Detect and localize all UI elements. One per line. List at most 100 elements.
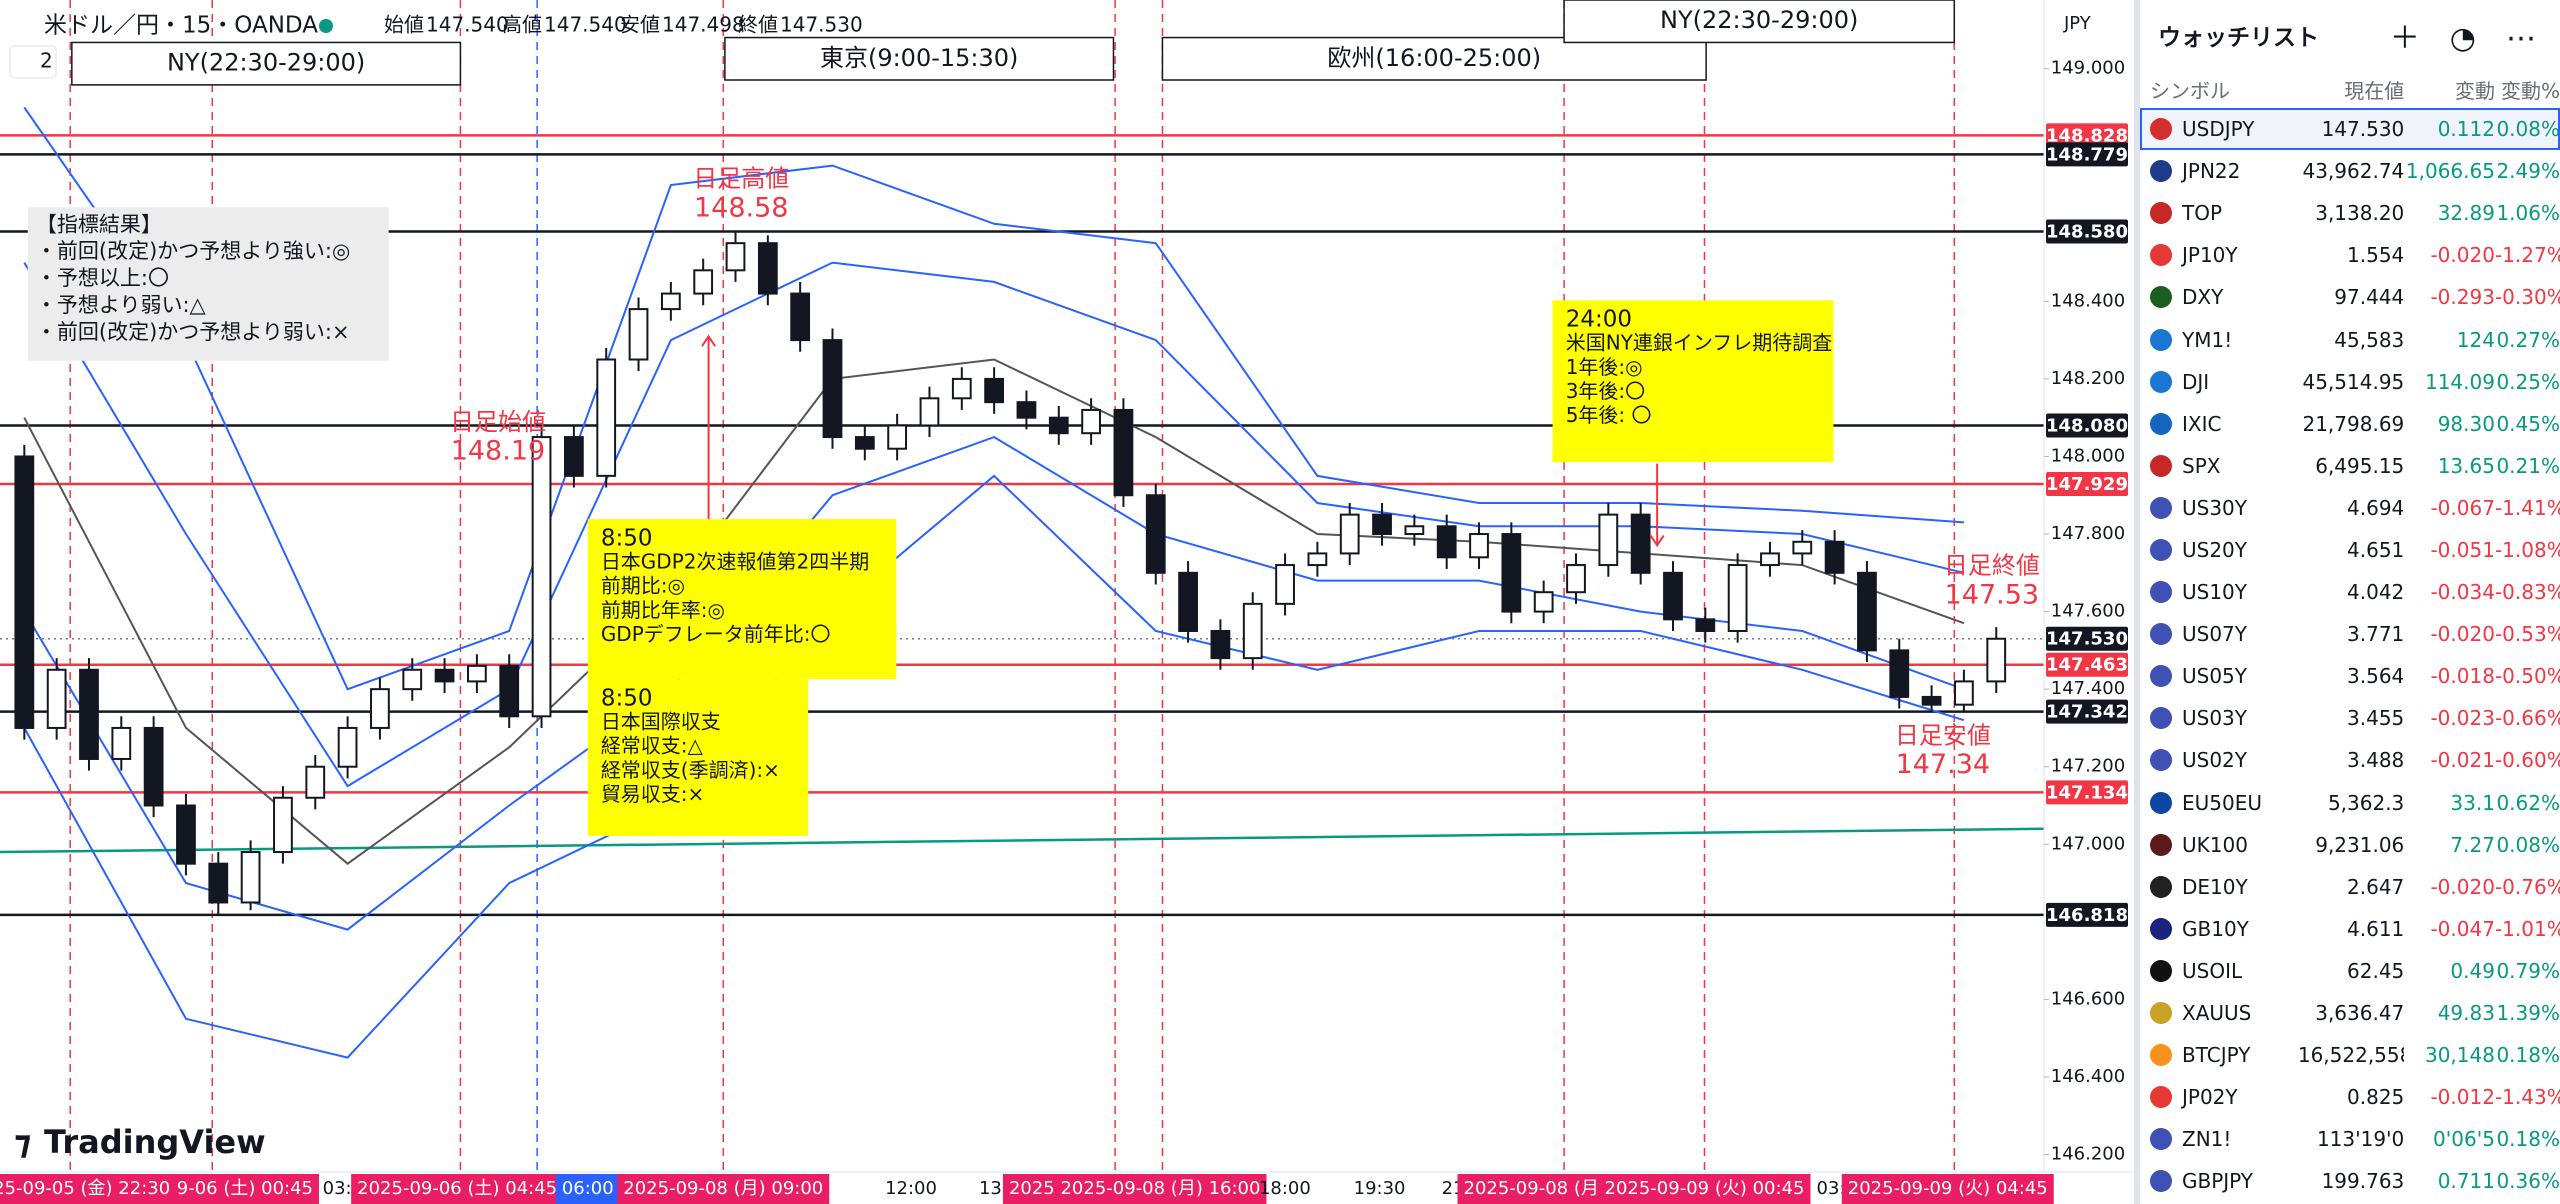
daily-label: 日足始値 — [450, 408, 546, 436]
watchlist-row[interactable]: SPX 6,495.15 13.65 0.21% — [2140, 445, 2560, 487]
watchlist-row[interactable]: UK100 9,231.06 7.27 0.08% — [2140, 824, 2560, 866]
change-percent: 0.18% — [2496, 1127, 2560, 1152]
watchlist-row[interactable]: GB10Y 4.611 -0.047 -1.01% — [2140, 908, 2560, 950]
symbol-icon — [2150, 286, 2172, 309]
note-text: 8:50 — [601, 685, 653, 711]
symbol-icon — [2150, 959, 2172, 982]
watchlist-row[interactable]: DE10Y 2.647 -0.020 -0.76% — [2140, 866, 2560, 908]
note-text: 1年後:◎ — [1566, 355, 1643, 379]
symbol-icon — [2150, 1086, 2172, 1109]
symbol-cell: JPN22 — [2140, 159, 2298, 183]
y-tick-label: 147.800 — [2051, 523, 2125, 544]
watchlist-row[interactable]: JPN22 43,962.74 1,066.65 2.49% — [2140, 150, 2560, 192]
symbol-icon — [2150, 1170, 2172, 1193]
daily-label: 日足終値 — [1944, 552, 2040, 580]
symbol-cell: DE10Y — [2140, 875, 2298, 899]
change: -0.067 — [2430, 495, 2495, 520]
change: 0'06'5 — [2433, 1127, 2495, 1152]
candle-body — [1889, 649, 1910, 698]
y-tick-label: 149.000 — [2051, 58, 2125, 79]
watchlist-row[interactable]: JP10Y 1.554 -0.020 -1.27% — [2140, 234, 2560, 276]
y-tick-label: 147.400 — [2051, 678, 2125, 699]
watchlist-row[interactable]: US10Y 4.042 -0.034 -0.83% — [2140, 571, 2560, 613]
watchlist-row[interactable]: YM1! 45,583 124 0.27% — [2140, 318, 2560, 360]
y-tick-label: 146.600 — [2051, 988, 2125, 1009]
arrow-head — [701, 334, 716, 347]
candle-body — [208, 862, 229, 904]
currency-label[interactable]: JPY — [2063, 13, 2092, 34]
candle-body — [1566, 564, 1586, 594]
symbol-cell: SPX — [2140, 454, 2298, 478]
band-line — [23, 474, 1965, 1059]
watchlist-row[interactable]: US30Y 4.694 -0.067 -1.41% — [2140, 487, 2560, 529]
watchlist-row[interactable]: US02Y 3.488 -0.021 -0.60% — [2140, 739, 2560, 781]
y-tick-label: 148.000 — [2051, 445, 2125, 466]
symbol-cell: YM1! — [2140, 328, 2298, 352]
watchlist-row[interactable]: ZN1! 113'19'0 0'06'5 0.18% — [2140, 1118, 2560, 1160]
last-price: 3,636.47 — [2315, 1001, 2405, 1026]
watchlist-row[interactable]: GBPJPY 199.763 0.711 0.36% — [2140, 1160, 2560, 1202]
ohlc-value: 147.498 — [662, 13, 745, 37]
column-header[interactable]: 変動 — [2454, 78, 2495, 103]
watchlist-row[interactable]: DJI 45,514.95 114.09 0.25% — [2140, 361, 2560, 403]
candle-body — [1469, 533, 1489, 559]
level-tag — [2046, 652, 2128, 677]
watchlist-row[interactable]: IXIC 21,798.69 98.30 0.45% — [2140, 403, 2560, 445]
change-percent: 0.08% — [2496, 117, 2560, 142]
symbol-icon — [2150, 496, 2172, 519]
column-header[interactable]: シンボル — [2150, 78, 2230, 103]
change: 98.30 — [2437, 411, 2495, 436]
indicator-text: ・予想より弱い:△ — [36, 293, 207, 317]
level-tag — [2046, 219, 2128, 244]
watchlist-row[interactable]: USOIL 62.45 0.49 0.79% — [2140, 950, 2560, 992]
watchlist-row[interactable]: BTCJPY 16,522,558 30,148 0.18% — [2140, 1034, 2560, 1076]
note-box — [1552, 300, 1834, 463]
arrow-head — [1649, 534, 1665, 548]
note-box — [587, 519, 897, 680]
symbol-cell: EU50EU — [2140, 791, 2298, 815]
watchlist-row[interactable]: JP02Y 0.825 -0.012 -1.43% — [2140, 1076, 2560, 1118]
change-percent: -0.30% — [2494, 285, 2560, 310]
add-button[interactable]: ＋ ◔ ⋯ — [2389, 21, 2536, 56]
candle-body — [984, 377, 1005, 404]
watchlist-row[interactable]: DXY 97.444 -0.293 -0.30% — [2140, 276, 2560, 318]
symbol-cell: USDJPY — [2140, 117, 2298, 141]
note-text: 米国NY連銀インフレ期待調査 — [1566, 331, 1833, 355]
symbol-icon — [2150, 370, 2172, 393]
daily-value: 147.34 — [1896, 749, 1990, 780]
watchlist-row[interactable]: US03Y 3.455 -0.023 -0.66% — [2140, 697, 2560, 739]
watchlist-row[interactable]: EU50EU 5,362.3 33.1 0.62% — [2140, 782, 2560, 824]
symbol-cell: GBPJPY — [2140, 1169, 2298, 1193]
candle-body — [757, 242, 778, 295]
candle-body — [499, 664, 520, 718]
watchlist-row[interactable]: TOP 3,138.20 32.89 1.06% — [2140, 192, 2560, 234]
watchlist-row[interactable]: USDJPY 147.530 0.112 0.08% — [2140, 108, 2560, 151]
watchlist-row[interactable]: US20Y 4.651 -0.051 -1.08% — [2140, 529, 2560, 571]
collapse-count[interactable]: 2 — [40, 49, 53, 73]
symbol-icon — [2150, 454, 2172, 477]
change: -0.034 — [2430, 580, 2495, 605]
level-tag-label: 148.779 — [2046, 144, 2128, 165]
level-tag-label: 147.929 — [2046, 474, 2128, 495]
change: -0.047 — [2430, 916, 2495, 941]
candle-body — [1792, 540, 1813, 555]
symbol: BTCJPY — [2182, 1043, 2251, 1068]
x-tick-highlight — [617, 1174, 830, 1204]
watchlist-row[interactable]: US07Y 3.771 -0.020 -0.53% — [2140, 613, 2560, 655]
change: 124 — [2456, 327, 2495, 352]
indicator-text: ・予想以上:〇 — [36, 266, 169, 290]
change-percent: 0.79% — [2496, 958, 2560, 983]
candle-body — [854, 436, 875, 450]
session-box — [1563, 0, 1956, 44]
candle-body — [434, 668, 455, 683]
watchlist-row[interactable]: US05Y 3.564 -0.018 -0.50% — [2140, 655, 2560, 697]
candle-body — [563, 436, 584, 477]
watchlist-row[interactable]: XAUUS 3,636.47 49.83 1.39% — [2140, 992, 2560, 1034]
column-header[interactable]: 変動% — [2500, 78, 2560, 103]
symbol-title[interactable]: 米ドル／円・15・OANDA — [44, 13, 318, 39]
watchlist-title[interactable]: ウォッチリスト — [2158, 25, 2319, 51]
column-header[interactable]: 現在値 — [2344, 78, 2405, 103]
y-tick-label: 147.000 — [2051, 833, 2125, 854]
symbol-icon — [2150, 875, 2172, 898]
chart: NY(22:30-29:00) 東京(9:00-15:30) 欧州(16:00-25… — [0, 0, 2134, 1204]
